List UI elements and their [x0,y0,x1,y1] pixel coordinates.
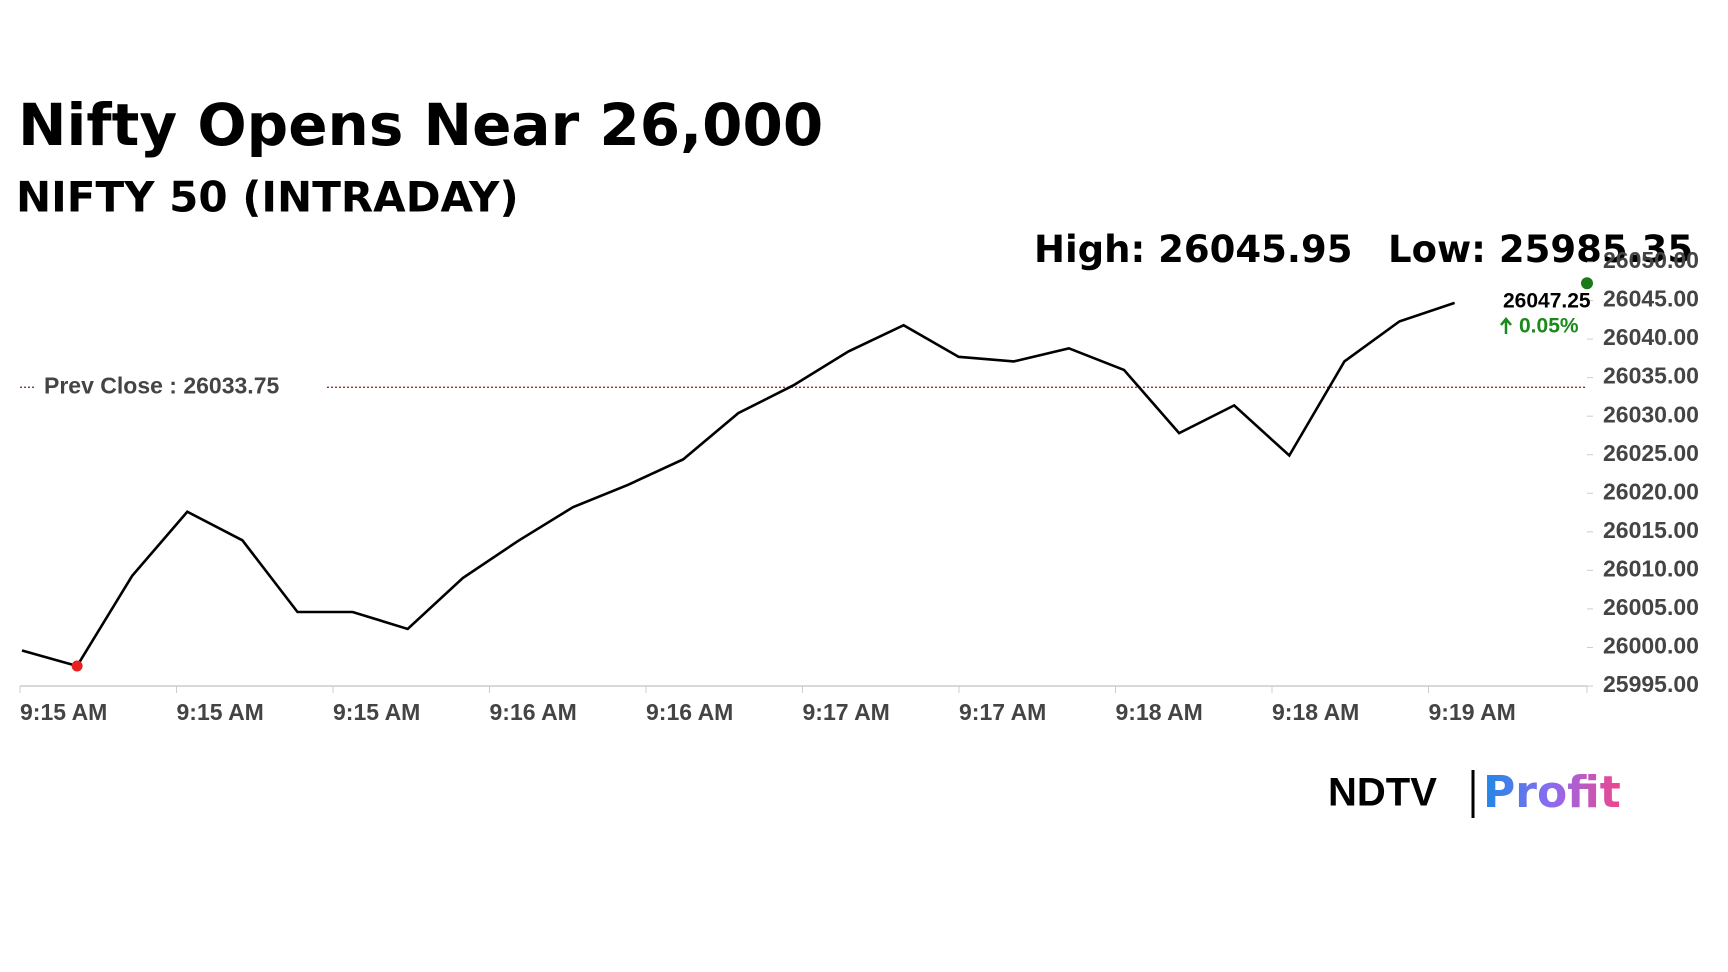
last-marker [1581,277,1593,290]
change-label: 0.05% [1519,315,1579,338]
x-tick-label: 9:17 AM [803,699,890,725]
x-tick-label: 9:18 AM [1116,699,1203,725]
y-tick-label: 26015.00 [1603,517,1699,543]
prev-close-annotation: Prev Close : 26033.75 [44,372,279,398]
price-line [21,301,1456,668]
y-tick-label: 26005.00 [1603,594,1699,620]
high-value: 26045.95 [1158,228,1352,271]
x-tick-label: 9:15 AM [20,699,107,725]
x-tick-label: 9:16 AM [646,699,733,725]
prev-close-value: 26033.75 [183,372,279,398]
x-tick-label: 9:19 AM [1429,699,1516,725]
y-tick-label: 26040.00 [1603,324,1699,350]
high-label: High: [1034,228,1145,271]
start-marker [71,660,83,672]
low-value: 25985.35 [1499,228,1693,271]
up-arrow [1500,317,1512,334]
y-tick-label: 26000.00 [1603,633,1699,659]
x-tick-label: 9:15 AM [177,699,264,725]
brand-profit: Profit [1483,767,1621,818]
prev-close-label: Prev Close : [44,372,177,398]
brand-ndtv: NDTV [1328,771,1437,815]
y-tick-label: 26050.00 [1603,247,1699,273]
x-tick-label: 9:15 AM [333,699,420,725]
y-tick-label: 26025.00 [1603,440,1699,466]
last-value-label: 26047.25 [1503,290,1591,313]
low-annotation: Low: 25985.35 [1388,228,1693,271]
low-label: Low: [1388,228,1486,271]
y-tick-label: 25995.00 [1603,671,1699,697]
x-tick-label: 9:18 AM [1272,699,1359,725]
chart-subtitle: NIFTY 50 (INTRADAY) [16,173,519,222]
high-annotation: High: 26045.95 [1034,228,1352,271]
y-tick-label: 26020.00 [1603,478,1699,504]
chart-title: Nifty Opens Near 26,000 [18,91,823,159]
plot: 26050.00 26045.00 26040.00 26035.00 26030.00… [19,247,1699,725]
y-tick-label: 26010.00 [1603,555,1699,581]
y-tick-label: 26030.00 [1603,401,1699,427]
x-tick-label: 9:17 AM [959,699,1046,725]
y-tick-label: 26045.00 [1603,286,1699,312]
x-tick-label: 9:16 AM [490,699,577,725]
y-tick-label: 26035.00 [1603,363,1699,389]
